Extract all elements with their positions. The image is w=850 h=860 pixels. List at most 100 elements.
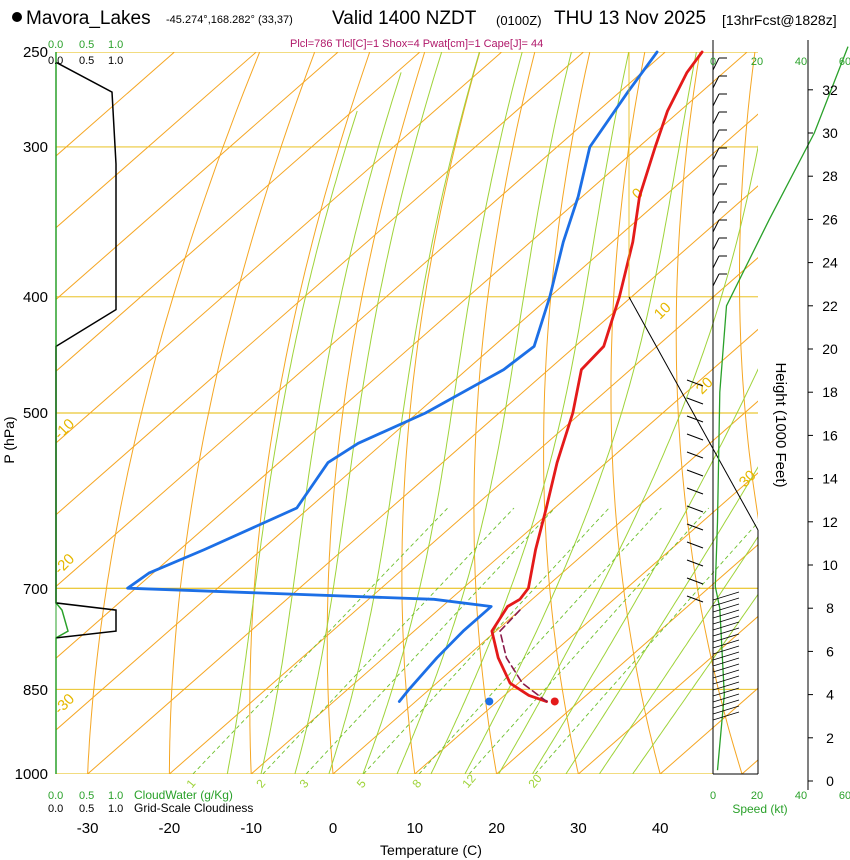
height-tick-label: 22 (822, 298, 838, 314)
temperature-tick-label: 10 (406, 820, 423, 837)
isotherm-label: 10 (651, 299, 675, 323)
speed-tick-top: 40 (795, 56, 807, 68)
cloud-scale-bottom-label: 1.0 (108, 790, 123, 802)
isotherm-line (169, 257, 758, 774)
wind-barb (712, 111, 720, 125)
height-tick-label: 4 (826, 687, 834, 703)
isotherm-line (56, 52, 748, 659)
wind-barb (712, 147, 720, 161)
pressure-tick-label: 300 (23, 139, 48, 156)
speed-tick-top: 0 (710, 56, 716, 68)
temperature-axis-label: Temperature (C) (380, 842, 482, 858)
station-name: Mavora_Lakes (26, 8, 151, 29)
height-tick-label: 30 (822, 125, 838, 141)
isotherm-line (332, 400, 758, 774)
station-coords: -45.274°,168.282° (33,37) (166, 14, 293, 26)
cloud-scale-top-label: 1.0 (108, 55, 123, 67)
moist-adiabat (260, 72, 402, 774)
wind-barb (712, 219, 720, 233)
wind-barb (712, 597, 740, 607)
wind-barb (686, 541, 704, 549)
wind-barb (712, 681, 740, 691)
wind-barb (712, 621, 740, 631)
parcel-parameters: Plcl=786 Tlcl[C]=1 Shox=4 Pwat[cm]=1 Cap… (290, 38, 544, 50)
temperature-tick-label: -10 (240, 820, 262, 837)
height-tick-label: 2 (826, 730, 834, 746)
speed-tick-bottom: 0 (710, 790, 716, 802)
wind-barb (712, 693, 740, 703)
cloud-scale-bottom-label: 0.0 (48, 790, 63, 802)
valid-date: THU 13 Nov 2025 (554, 8, 707, 29)
wind-barb (712, 609, 740, 619)
wind-barb (686, 577, 704, 585)
mixing-ratio-line (305, 507, 556, 774)
wind-barb (712, 639, 740, 649)
isotherm-label: -20 (51, 550, 78, 577)
mixing-ratio-label: 2 (253, 776, 268, 790)
mixing-ratio-label: 8 (409, 776, 424, 790)
cloud-scale-top-label: 1.0 (108, 39, 123, 51)
pressure-tick-label: 700 (23, 581, 48, 598)
temperature-tick-label: 40 (652, 820, 669, 837)
dry-adiabat (326, 52, 426, 774)
wind-barb (712, 675, 740, 685)
isotherm-line (87, 185, 758, 774)
mixing-ratio-line (468, 507, 710, 774)
speed-tick-bottom: 40 (795, 790, 807, 802)
moist-adiabat (328, 52, 480, 774)
wind-barb (712, 75, 720, 89)
pressure-tick-label: 400 (23, 289, 48, 306)
wind-barb (686, 487, 704, 495)
wind-barb (712, 645, 740, 655)
surface-dewpoint-dot (485, 697, 494, 706)
wind-barb (686, 559, 704, 567)
moist-adiabat (631, 593, 758, 774)
wind-barb (712, 699, 740, 709)
dry-adiabat (739, 52, 758, 520)
cloud-scale-top-label: 0.5 (79, 39, 94, 51)
wind-barb (712, 711, 740, 721)
dry-adiabat (473, 52, 536, 774)
cloudiness-label: Grid-Scale Cloudiness (134, 801, 253, 815)
wind-barb (686, 595, 704, 603)
wind-barb (712, 237, 720, 251)
moist-adiabat (598, 535, 758, 774)
wind-barb (712, 129, 720, 143)
wind-barb (712, 273, 720, 287)
mixing-ratio-line (363, 507, 610, 774)
speed-axis-label: Speed (kt) (732, 802, 787, 816)
wind-barb (686, 379, 704, 387)
height-tick-label: 16 (822, 427, 838, 443)
speed-tick-bottom: 20 (751, 790, 763, 802)
isotherm-line (250, 328, 758, 774)
cloud-scale-bottom-label: 0.5 (79, 803, 94, 815)
wind-barb (712, 591, 740, 601)
mixing-ratio-line (192, 507, 449, 774)
wind-barb (686, 397, 704, 405)
height-tick-label: 18 (822, 384, 838, 400)
cloud-scale-bottom-label: 1.0 (108, 803, 123, 815)
pressure-tick-label: 500 (23, 405, 48, 422)
speed-tick-top: 20 (751, 56, 763, 68)
temperature-tick-label: -20 (159, 820, 181, 837)
moist-adiabat (464, 52, 697, 774)
height-tick-label: 12 (822, 514, 838, 530)
moist-adiabat (498, 144, 758, 774)
moist-adiabat (396, 52, 572, 774)
mixing-ratio-label: 3 (297, 776, 312, 790)
pressure-tick-label: 850 (23, 682, 48, 699)
wind-barb (686, 415, 704, 423)
wind-barb (712, 705, 740, 715)
mixing-ratio-label: 12 (459, 771, 479, 790)
wind-panel-diagonal (628, 296, 759, 531)
dry-adiabat (543, 52, 591, 774)
wind-barb (712, 627, 740, 637)
height-tick-label: 8 (826, 600, 834, 616)
wind-barb (712, 201, 720, 215)
isotherm-line (56, 113, 758, 731)
dry-adiabat (87, 52, 261, 774)
cloud-water-label: CloudWater (g/Kg) (134, 788, 233, 802)
moist-adiabat (565, 466, 758, 774)
isotherm-line (56, 52, 666, 588)
height-axis-label: Height (1000 Feet) (772, 362, 789, 487)
